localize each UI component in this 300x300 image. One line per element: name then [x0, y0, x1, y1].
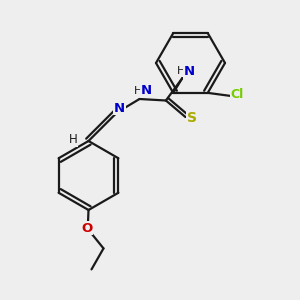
Text: N: N [183, 65, 195, 78]
Text: O: O [81, 221, 93, 235]
Text: Cl: Cl [230, 88, 244, 101]
Text: H: H [68, 133, 77, 146]
Text: N: N [140, 84, 152, 97]
Text: S: S [187, 111, 197, 124]
Text: H: H [134, 85, 142, 96]
Text: H: H [177, 66, 185, 76]
Text: N: N [114, 101, 125, 115]
